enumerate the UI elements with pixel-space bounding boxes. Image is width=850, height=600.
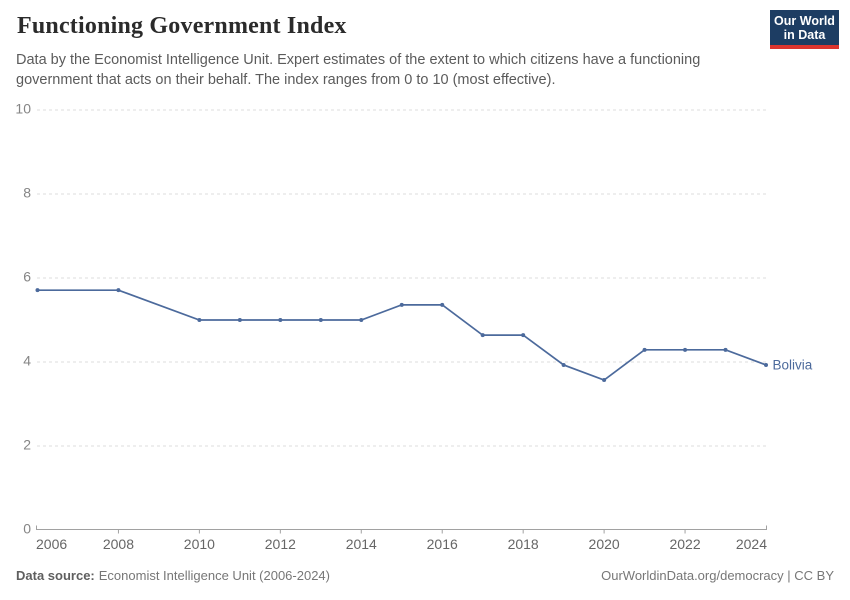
data-point-2022[interactable] xyxy=(683,347,688,352)
data-point-2021[interactable] xyxy=(642,347,647,352)
data-point-2024[interactable] xyxy=(764,362,768,367)
x-axis-label: 2012 xyxy=(265,536,296,552)
x-axis-label: 2008 xyxy=(103,536,134,552)
chart-footer: Data source: Economist Intelligence Unit … xyxy=(16,568,834,583)
owid-logo-line2: in Data xyxy=(783,27,826,42)
y-axis-label: 0 xyxy=(23,521,31,537)
data-source-value: Economist Intelligence Unit (2006-2024) xyxy=(98,568,330,583)
data-source: Data source: Economist Intelligence Unit … xyxy=(16,568,330,583)
data-point-2020[interactable] xyxy=(602,378,607,383)
x-axis-label: 2020 xyxy=(589,536,620,552)
data-point-2011[interactable] xyxy=(237,318,242,322)
x-axis-label: 2016 xyxy=(427,536,458,552)
owid-logo[interactable]: Our World in Data xyxy=(770,10,839,49)
data-point-2017[interactable] xyxy=(480,333,485,338)
x-axis-label: 2024 xyxy=(736,536,767,552)
x-axis-label: 2014 xyxy=(346,536,377,552)
data-point-2006[interactable] xyxy=(35,288,40,293)
chart-subtitle: Data by the Economist Intelligence Unit.… xyxy=(16,52,701,88)
x-axis-label: 2018 xyxy=(508,536,539,552)
x-axis-line xyxy=(36,525,767,530)
y-axis-label: 2 xyxy=(23,437,31,453)
data-point-2012[interactable] xyxy=(278,318,283,322)
owid-logo-line1: Our World xyxy=(774,13,835,28)
y-axis-label: 6 xyxy=(23,269,31,285)
data-point-2015[interactable] xyxy=(399,302,404,307)
x-axis-label: 2006 xyxy=(36,536,67,552)
credit-link[interactable]: OurWorldinData.org/democracy | CC BY xyxy=(601,568,834,583)
page-title: Functioning Government Index xyxy=(17,13,347,39)
x-axis-label: 2010 xyxy=(184,536,215,552)
x-axis-label: 2022 xyxy=(669,536,700,552)
y-axis-label: 10 xyxy=(15,101,31,117)
series-label-bolivia[interactable]: Bolivia xyxy=(773,357,813,372)
y-axis-label: 8 xyxy=(23,185,31,201)
data-point-2016[interactable] xyxy=(440,302,445,307)
data-point-2014[interactable] xyxy=(359,318,364,322)
data-point-2019[interactable] xyxy=(561,362,566,367)
data-point-2010[interactable] xyxy=(197,318,202,322)
data-point-2023[interactable] xyxy=(723,347,728,352)
y-axis-label: 4 xyxy=(23,353,31,369)
data-point-2008[interactable] xyxy=(116,288,121,293)
data-point-2013[interactable] xyxy=(318,318,323,322)
data-point-2018[interactable] xyxy=(521,333,526,338)
data-source-label: Data source: xyxy=(16,568,95,583)
